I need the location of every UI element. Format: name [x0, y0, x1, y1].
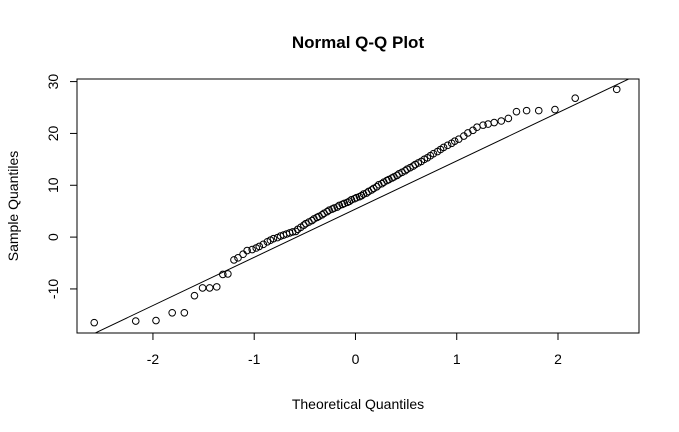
data-point — [198, 284, 207, 292]
x-tick-label: 0 — [352, 351, 360, 367]
data-point — [479, 121, 487, 129]
data-point — [429, 149, 438, 158]
data-point — [612, 85, 621, 94]
x-tick-label: -1 — [248, 351, 261, 367]
plot-frame — [76, 78, 640, 334]
data-point — [255, 242, 264, 251]
y-tick-label: -10 — [45, 279, 61, 299]
data-point — [180, 308, 189, 317]
data-point — [269, 234, 278, 243]
y-tick-label: 0 — [45, 233, 61, 241]
data-point — [551, 105, 559, 114]
reference-line-group — [94, 79, 630, 333]
data-point — [504, 114, 513, 123]
data-point — [90, 318, 99, 327]
data-point — [571, 94, 580, 102]
y-tick-label: 10 — [45, 177, 61, 193]
data-point — [219, 270, 227, 279]
data-point — [439, 143, 448, 152]
data-point — [239, 250, 247, 259]
data-point — [234, 254, 242, 262]
y-axis-label: Sample Quantiles — [5, 151, 21, 262]
data-point — [512, 107, 521, 116]
data-point — [443, 141, 452, 150]
chart-title: Normal Q-Q Plot — [292, 33, 425, 52]
data-point — [291, 227, 300, 236]
y-tick-label: 20 — [45, 125, 61, 141]
data-point — [490, 118, 498, 127]
data-point — [190, 291, 199, 300]
x-tick-label: -2 — [147, 351, 160, 367]
data-point — [497, 117, 506, 125]
data-point — [450, 137, 459, 146]
data-point — [259, 240, 268, 249]
data-point — [224, 270, 232, 278]
data-point — [205, 284, 214, 292]
x-tick-label: 1 — [453, 351, 461, 367]
data-point — [230, 256, 238, 264]
y-tick-label: 30 — [45, 74, 61, 90]
data-points — [90, 85, 621, 327]
data-point — [212, 283, 221, 291]
reference-line — [94, 79, 630, 333]
data-point — [522, 106, 531, 115]
data-point — [243, 246, 251, 255]
data-point — [131, 317, 140, 325]
data-point — [152, 316, 160, 325]
data-point — [534, 106, 543, 115]
x-axis-label: Theoretical Quantiles — [292, 396, 424, 412]
data-point — [168, 308, 176, 317]
data-point — [248, 245, 256, 254]
x-tick-label: 2 — [554, 351, 562, 367]
